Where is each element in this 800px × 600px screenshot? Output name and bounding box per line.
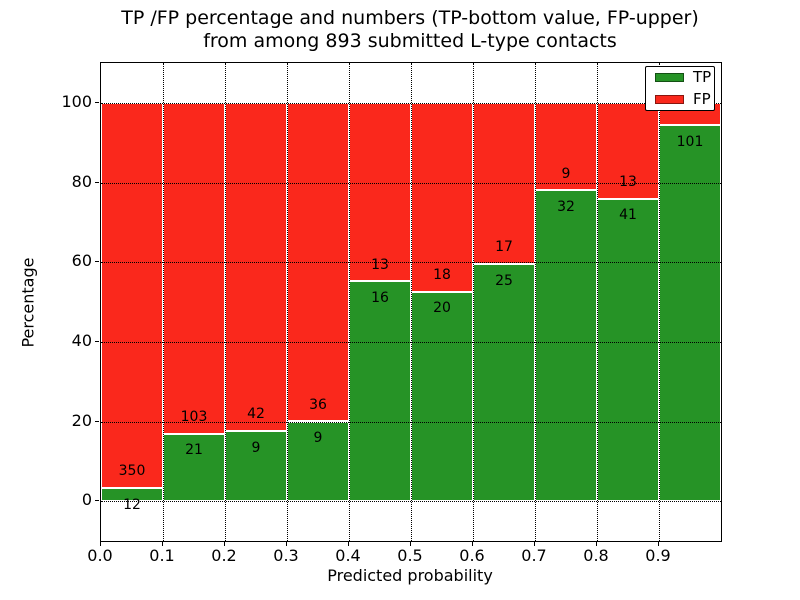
y-tick-mark bbox=[94, 101, 99, 103]
tp-count-label: 25 bbox=[495, 272, 513, 289]
bar-tp-segment bbox=[349, 281, 411, 502]
fp-count-label: 36 bbox=[309, 396, 327, 413]
x-tick-mark bbox=[472, 541, 473, 546]
y-tick-mark bbox=[94, 500, 99, 502]
tp-count-label: 101 bbox=[676, 133, 704, 150]
x-gridline bbox=[163, 63, 164, 541]
x-gridline bbox=[287, 63, 288, 541]
bar-tp-segment bbox=[287, 421, 349, 502]
x-tick-mark bbox=[348, 541, 349, 546]
x-tick-label: 0.4 bbox=[335, 546, 361, 565]
bar-tp-segment bbox=[411, 291, 473, 502]
tp-count-label: 21 bbox=[185, 442, 203, 459]
chart-title-line2: from among 893 submitted L-type contacts bbox=[203, 30, 617, 52]
legend-item-fp: FP bbox=[646, 92, 714, 107]
tp-count-label: 9 bbox=[251, 439, 261, 456]
x-tick-mark bbox=[286, 541, 287, 546]
x-gridline bbox=[659, 63, 660, 541]
x-tick-label: 0.2 bbox=[211, 546, 237, 565]
x-tick-mark bbox=[658, 541, 659, 546]
x-axis-label: Predicted probability bbox=[327, 566, 493, 585]
plot-area: 350 12 103 21 42 9 36 9 13 16 18 20 17 25 9 32 13 41 101 bbox=[100, 62, 722, 542]
y-tick-label: 20 bbox=[71, 410, 92, 430]
bar-tp-segment bbox=[597, 198, 659, 502]
y-tick-mark bbox=[94, 340, 99, 342]
x-gridline bbox=[473, 63, 474, 541]
fp-count-label: 103 bbox=[180, 408, 208, 425]
bar-tp-segment bbox=[535, 190, 597, 502]
tp-count-label: 20 bbox=[433, 300, 451, 317]
y-tick-mark bbox=[94, 420, 99, 422]
bar-tp-segment bbox=[163, 433, 225, 502]
y-axis-label: Percentage bbox=[18, 257, 38, 348]
y-tick-label: 40 bbox=[71, 330, 92, 350]
legend-swatch-fp bbox=[655, 95, 684, 104]
legend-swatch-tp bbox=[655, 73, 684, 82]
chart-title: TP /FP percentage and numbers (TP-bottom… bbox=[100, 7, 720, 53]
bar-tp-segment bbox=[101, 487, 163, 502]
chart-title-line1: TP /FP percentage and numbers (TP-bottom… bbox=[121, 7, 699, 29]
bar-fp-segment bbox=[101, 102, 163, 488]
tp-count-label: 32 bbox=[557, 199, 575, 215]
fp-count-label: 13 bbox=[371, 256, 389, 273]
bar-tp-segment bbox=[473, 264, 535, 502]
x-tick-label: 0.7 bbox=[521, 546, 547, 565]
y-tick-label: 60 bbox=[71, 251, 92, 271]
legend: TP FP bbox=[645, 66, 715, 111]
bar-fp-segment bbox=[225, 102, 287, 431]
y-tick-mark bbox=[94, 181, 99, 183]
legend-label-tp: TP bbox=[693, 68, 712, 86]
bar-tp-segment bbox=[225, 430, 287, 502]
bar-fp-segment bbox=[411, 102, 473, 292]
legend-label-fp: FP bbox=[693, 90, 711, 108]
bar-fp-segment bbox=[349, 102, 411, 282]
x-tick-label: 0.8 bbox=[583, 546, 609, 565]
x-tick-mark bbox=[596, 541, 597, 546]
tp-count-label: 41 bbox=[619, 207, 637, 224]
tp-count-label: 9 bbox=[313, 430, 323, 447]
x-gridline bbox=[411, 63, 412, 541]
x-tick-label: 0.3 bbox=[273, 546, 299, 565]
y-tick-label: 0 bbox=[81, 490, 92, 510]
x-tick-label: 0.0 bbox=[87, 546, 113, 565]
fp-count-label: 18 bbox=[433, 266, 451, 283]
x-gridline bbox=[225, 63, 226, 541]
y-tick-mark bbox=[94, 261, 99, 263]
x-gridline bbox=[349, 63, 350, 541]
tp-count-label: 16 bbox=[371, 290, 389, 307]
x-tick-mark bbox=[162, 541, 163, 546]
x-tick-label: 0.1 bbox=[149, 546, 175, 565]
x-gridline bbox=[535, 63, 536, 541]
tp-count-label: 12 bbox=[123, 496, 141, 513]
x-tick-label: 0.6 bbox=[459, 546, 485, 565]
fp-count-label: 9 bbox=[561, 165, 571, 182]
y-tick-label: 100 bbox=[61, 91, 92, 111]
x-tick-label: 0.5 bbox=[397, 546, 423, 565]
x-tick-label: 0.9 bbox=[645, 546, 671, 565]
fp-count-label: 17 bbox=[495, 239, 513, 256]
y-tick-label: 80 bbox=[71, 171, 92, 191]
x-tick-mark bbox=[224, 541, 225, 546]
fp-count-label: 42 bbox=[247, 406, 265, 423]
x-tick-mark bbox=[100, 541, 101, 546]
fp-count-label: 13 bbox=[619, 173, 637, 190]
fp-count-label: 350 bbox=[118, 463, 146, 480]
x-tick-mark bbox=[410, 541, 411, 546]
legend-item-tp: TP bbox=[646, 70, 714, 85]
x-gridline bbox=[597, 63, 598, 541]
bar-fp-segment bbox=[163, 102, 225, 434]
x-tick-mark bbox=[534, 541, 535, 546]
